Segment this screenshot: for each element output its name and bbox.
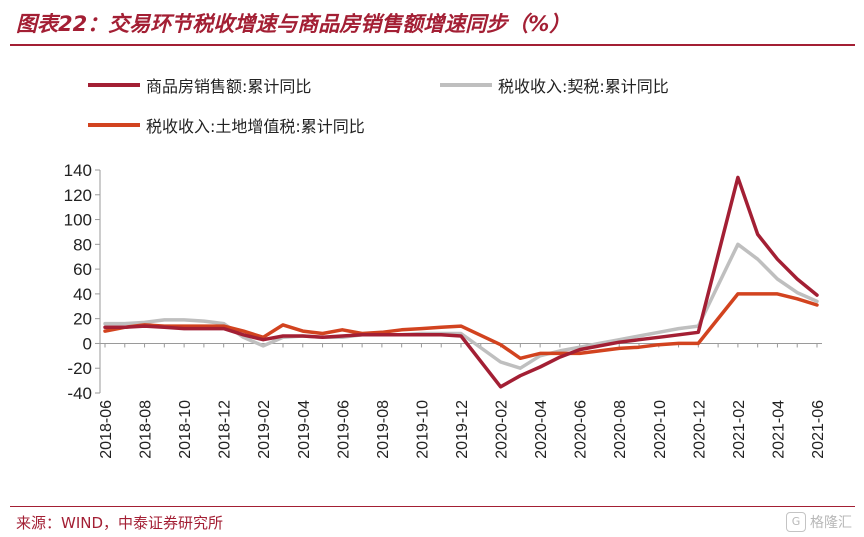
x-tick-label: 2019-10 <box>414 400 431 459</box>
legend-swatch-sales <box>88 83 140 87</box>
y-tick-label: -20 <box>67 359 92 378</box>
series-line-2 <box>103 292 819 361</box>
legend-label-deed-tax: 税收收入:契税:累计同比 <box>498 77 669 96</box>
x-tick-label: 2021-04 <box>770 400 787 459</box>
legend-item-land-vat: 税收收入:土地增值税:累计同比 <box>88 113 365 137</box>
series-line-1 <box>103 242 819 370</box>
x-tick-label: 2020-02 <box>494 400 511 459</box>
x-tick-label: 2019-08 <box>375 400 392 459</box>
watermark-text: 格隆汇 <box>810 515 852 531</box>
x-tick-label: 2019-02 <box>256 400 273 459</box>
y-tick-label: -40 <box>67 384 92 403</box>
x-tick-label: 2018-12 <box>217 400 234 459</box>
x-tick-label: 2021-06 <box>810 400 827 459</box>
x-tick-label: 2019-12 <box>454 400 471 459</box>
x-tick-label: 2021-02 <box>731 400 748 459</box>
legend-item-deed-tax: 税收收入:契税:累计同比 <box>440 73 669 97</box>
y-tick-label: 20 <box>73 310 92 329</box>
y-tick-label: 120 <box>64 186 92 205</box>
x-tick-label: 2018-08 <box>138 400 155 459</box>
x-tick-label: 2018-06 <box>98 400 115 459</box>
x-tick-label: 2020-06 <box>573 400 590 459</box>
legend-swatch-deed-tax <box>440 83 492 87</box>
x-tick-label: 2020-10 <box>652 400 669 459</box>
legend-swatch-land-vat <box>88 123 140 127</box>
source-divider <box>10 506 855 507</box>
y-tick-label: 60 <box>73 260 92 279</box>
y-tick-label: 40 <box>73 285 92 304</box>
source-note: 来源：WIND，中泰证券研究所 <box>16 514 224 532</box>
watermark-logo-icon: G <box>786 512 806 532</box>
chart-title: 图表22：交易环节税收增速与商品房销售额增速同步（%） <box>16 12 571 36</box>
legend-label-land-vat: 税收收入:土地增值税:累计同比 <box>146 117 365 136</box>
watermark: G 格隆汇 <box>786 512 852 532</box>
x-tick-label: 2019-06 <box>335 400 352 459</box>
x-tick-label: 2020-04 <box>533 400 550 459</box>
x-tick-label: 2020-08 <box>612 400 629 459</box>
legend-label-sales: 商品房销售额:累计同比 <box>146 77 312 96</box>
title-divider <box>10 44 855 46</box>
x-tick-label: 2019-04 <box>296 400 313 459</box>
x-tick-label: 2020-12 <box>691 400 708 459</box>
series-line-0 <box>103 175 819 389</box>
legend-item-sales: 商品房销售额:累计同比 <box>88 73 311 97</box>
y-tick-label: 80 <box>73 235 92 254</box>
y-tick-label: 100 <box>64 211 92 230</box>
x-tick-label: 2018-10 <box>177 400 194 459</box>
y-tick-label: 140 <box>64 161 92 180</box>
y-tick-label: 0 <box>83 334 92 353</box>
